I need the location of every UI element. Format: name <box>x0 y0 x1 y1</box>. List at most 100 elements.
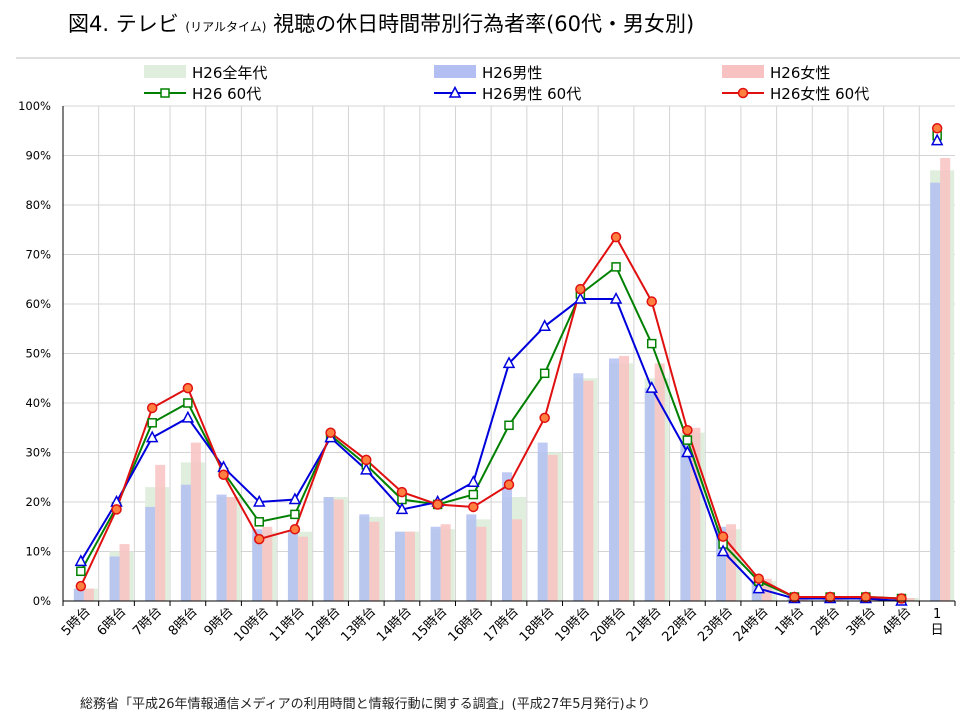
marker-female-60s <box>75 580 87 592</box>
legend-label: H26全年代 <box>192 64 267 82</box>
bar-female <box>690 427 701 601</box>
line-series-group <box>74 123 944 606</box>
bar-female <box>726 524 737 601</box>
x-tick-label: 3時台 <box>844 604 879 639</box>
marker-female-60s <box>753 573 765 584</box>
y-tick-label: 70% <box>25 248 51 262</box>
marker-60s <box>290 509 300 520</box>
x-tick-label: 17時台 <box>481 604 522 645</box>
bar-female <box>654 363 665 601</box>
y-tick-label: 40% <box>25 396 51 410</box>
y-tick-label: 30% <box>25 446 51 460</box>
marker-female-60s <box>717 531 729 542</box>
marker-male-60s <box>145 430 159 443</box>
y-tick-label: 10% <box>25 545 51 559</box>
bar-female <box>512 519 522 601</box>
y-tick-label: 20% <box>25 495 51 509</box>
x-tick-label: 24時台 <box>731 604 772 645</box>
x-tick-label: 11時台 <box>267 604 308 645</box>
bar-male <box>930 182 941 601</box>
legend-marker <box>448 85 462 98</box>
x-tick-label: 14時台 <box>374 604 415 645</box>
legend-swatch <box>144 65 186 78</box>
bar-female <box>583 380 594 601</box>
marker-60s <box>539 368 550 379</box>
marker-female-60s <box>146 402 158 414</box>
marker-female-60s <box>824 591 836 603</box>
source-note: 総務省「平成26年情報通信メディアの利用時間と情報行動に関する調査」(平成27年… <box>80 697 651 712</box>
bar-male <box>430 526 441 601</box>
marker-female-60s <box>396 486 408 498</box>
marker-female-60s <box>682 424 693 436</box>
marker-female-60s <box>468 501 479 513</box>
bar-female <box>476 526 487 601</box>
marker-female-60s <box>111 504 122 515</box>
bar-female <box>369 521 380 601</box>
line-female-60s <box>79 235 902 600</box>
bar-female <box>83 588 94 601</box>
marker-male-60s <box>574 291 587 304</box>
x-tick-label: 7時台 <box>130 604 165 639</box>
marker-male-60s <box>74 554 88 567</box>
legend-label: H26女性 <box>770 64 830 82</box>
x-tick-label: 18時台 <box>517 604 558 645</box>
bar-female <box>262 526 273 601</box>
x-tick-label: 10時台 <box>231 604 272 645</box>
legend: H26全年代 H26男性 H26女性 H26 60代 H26男性 60代 H26女性 60… <box>144 64 869 103</box>
marker-60s <box>183 398 193 408</box>
marker-male-60s <box>288 492 302 505</box>
y-tick-label: 80% <box>25 198 51 212</box>
x-tick-label: 20時台 <box>588 604 629 645</box>
x-tick-label: 4時台 <box>879 604 914 639</box>
bar-female <box>404 531 415 601</box>
marker-60s <box>254 517 264 527</box>
x-tick-label: 2時台 <box>808 604 843 639</box>
marker-female-60s <box>610 231 622 243</box>
marker-60s <box>646 338 657 349</box>
marker-male-60s <box>538 319 551 332</box>
bar-male <box>145 506 156 601</box>
bar-male <box>287 531 298 601</box>
marker-male-60s <box>502 356 516 369</box>
marker-female-60s <box>218 469 229 481</box>
x-tick-label: 1時台 <box>772 604 807 639</box>
marker-male-60s <box>752 581 766 594</box>
legend-swatch <box>722 65 764 78</box>
x-tick-label: 8時台 <box>166 604 201 639</box>
marker-60s <box>682 435 693 445</box>
marker-male-60s <box>716 544 730 557</box>
bar-male <box>323 497 334 601</box>
chart-title-sub: (リアルタイム) <box>185 20 267 34</box>
bar-male <box>394 531 405 601</box>
x-tick-label: 13時台 <box>338 604 379 645</box>
marker-female-60s <box>646 296 657 307</box>
marker-60s <box>468 489 479 500</box>
marker-male-60s <box>252 494 266 507</box>
x-tick-label: 12時台 <box>303 604 344 645</box>
bar-male <box>466 514 477 601</box>
bar-male <box>216 494 227 601</box>
bar-male <box>502 472 512 601</box>
bar-female <box>333 499 344 601</box>
marker-male-60s <box>467 475 480 487</box>
bar-female <box>440 524 451 601</box>
bar-female <box>904 598 915 601</box>
marker-female-60s <box>860 591 872 603</box>
legend-label: H26男性 60代 <box>482 85 581 103</box>
marker-male-60s <box>645 381 658 393</box>
bar-male <box>537 442 548 601</box>
y-tick-label: 0% <box>33 594 51 608</box>
y-tick-label: 50% <box>25 347 51 361</box>
x-tick-label: 5時台 <box>59 604 94 639</box>
y-tick-label: 60% <box>25 297 51 311</box>
chart-title: 図4. テレビ (リアルタイム) 視聴の休日時間帯別行為者率(60代・男女別) <box>68 8 694 38</box>
x-tick-label: 15時台 <box>410 604 451 645</box>
y-tick-label: 100% <box>18 99 51 113</box>
x-tick-label: 22時台 <box>660 604 701 645</box>
marker-female-60s <box>575 283 586 295</box>
legend-label: H26男性 <box>482 64 542 82</box>
bar-male <box>73 588 84 601</box>
bar-female <box>547 454 558 601</box>
marker-female-60s <box>432 499 443 510</box>
